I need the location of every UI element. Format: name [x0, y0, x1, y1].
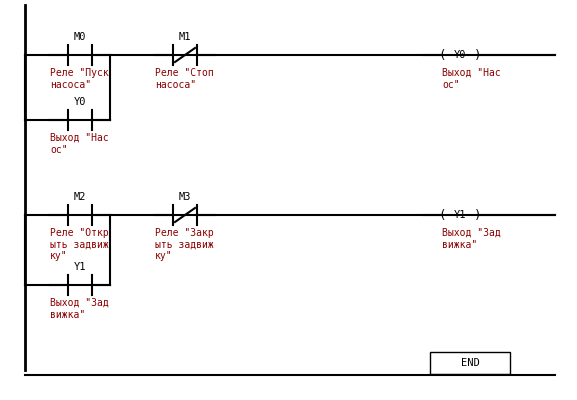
Text: Y0: Y0 [74, 97, 86, 107]
Bar [430, 352, 510, 374]
Text: Y1: Y1 [454, 210, 466, 220]
Text: (: ( [439, 208, 446, 222]
Text: Y0: Y0 [454, 50, 466, 60]
Text: Выход "Зад
вижка": Выход "Зад вижка" [442, 228, 501, 250]
Text: Y1: Y1 [74, 262, 86, 272]
Text: Реле "Закр
ыть задвиж
ку": Реле "Закр ыть задвиж ку" [155, 228, 213, 261]
Text: Реле "Стоп
насоса": Реле "Стоп насоса" [155, 68, 213, 90]
Text: ): ) [474, 48, 482, 62]
Text: Реле "Пуск
насоса": Реле "Пуск насоса" [50, 68, 108, 90]
Text: M3: M3 [179, 192, 191, 202]
Text: ): ) [474, 208, 482, 222]
Text: END: END [460, 358, 479, 368]
Text: Реле "Откр
ыть задвиж
ку": Реле "Откр ыть задвиж ку" [50, 228, 108, 261]
Text: M0: M0 [74, 32, 86, 42]
Text: M2: M2 [74, 192, 86, 202]
Text: (: ( [439, 48, 446, 62]
Text: Выход "Нас
ос": Выход "Нас ос" [50, 133, 108, 154]
Text: Выход "Зад
вижка": Выход "Зад вижка" [50, 298, 108, 320]
Text: Выход "Нас
ос": Выход "Нас ос" [442, 68, 501, 90]
Text: M1: M1 [179, 32, 191, 42]
